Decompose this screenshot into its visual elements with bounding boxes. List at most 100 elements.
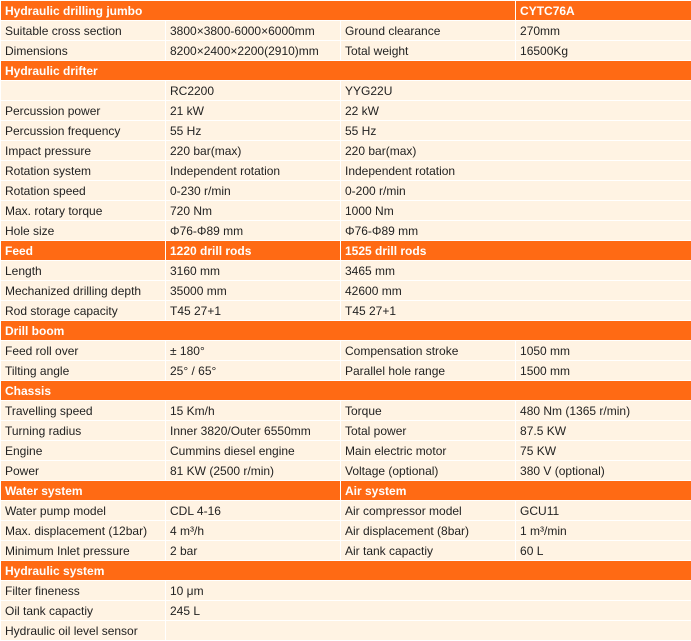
spec-label: Oil tank capactiy	[0, 600, 166, 621]
spec-label: Rotation speed	[0, 180, 166, 201]
section-title: Water system	[0, 480, 341, 501]
spec-row: Dimensions 8200×2400×2200(2910)mm Total we…	[0, 40, 691, 61]
spec-label: Engine	[0, 440, 166, 461]
spec-label: Mechanized drilling depth	[0, 280, 166, 301]
spec-value: 220 bar(max)	[165, 140, 341, 161]
spec-row: Travelling speed 15 Km/h Torque 480 Nm (136…	[0, 400, 691, 421]
spec-row: Percussion frequency 55 Hz 55 Hz	[0, 120, 691, 141]
spec-row: Hole size Φ76-Φ89 mm Φ76-Φ89 mm	[0, 220, 691, 241]
spec-value: Φ76-Φ89 mm	[165, 220, 341, 241]
spec-value	[164, 620, 691, 641]
spec-value: 55 Hz	[165, 120, 341, 141]
spec-row: Water pump model CDL 4-16 Air compressor m…	[0, 500, 691, 521]
spec-value: 8200×2400×2200(2910)mm	[165, 40, 341, 61]
spec-row: Impact pressure 220 bar(max) 220 bar(max)	[0, 140, 691, 161]
section-title: Hydraulic drifter	[0, 60, 691, 81]
spec-label: Feed roll over	[0, 340, 166, 361]
spec-value: 15 Km/h	[165, 400, 341, 421]
spec-label: Rod storage capacity	[0, 300, 166, 321]
section-header-row: Hydraulic drilling jumbo CYTC76A	[0, 0, 691, 21]
section-title: Hydraulic system	[0, 560, 691, 581]
section-header-row: Drill boom	[0, 320, 691, 341]
spec-label: Minimum Inlet pressure	[0, 540, 166, 561]
spec-label: YYG22U	[339, 80, 691, 101]
section-title: Chassis	[0, 380, 691, 401]
spec-value: 245 L	[164, 600, 691, 621]
spec-value: 3160 mm	[165, 260, 341, 281]
spec-value: CDL 4-16	[165, 500, 341, 521]
section-subtitle: CYTC76A	[515, 0, 691, 21]
spec-row: Length 3160 mm 3465 mm	[0, 260, 691, 281]
spec-label: Length	[0, 260, 166, 281]
spec-label: Travelling speed	[0, 400, 166, 421]
spec-label: 42600 mm	[339, 280, 691, 301]
section-header-row: Feed 1220 drill rods 1525 drill rods	[0, 240, 691, 261]
spec-label: 55 Hz	[339, 120, 691, 141]
spec-value: Cummins diesel engine	[165, 440, 341, 461]
spec-row: Oil tank capactiy 245 L	[0, 600, 691, 621]
spec-value: 60 L	[515, 540, 691, 561]
spec-value: 1 m³/min	[515, 520, 691, 541]
spec-label: Voltage (optional)	[339, 460, 517, 481]
spec-label: Parallel hole range	[339, 360, 517, 381]
spec-value: 270mm	[515, 20, 691, 41]
spec-label: Hydraulic oil level sensor	[0, 620, 166, 641]
spec-label: Torque	[339, 400, 517, 421]
spec-label: 22 kW	[339, 100, 691, 121]
spec-label: Total weight	[339, 40, 517, 61]
spec-label: Air tank capactiy	[339, 540, 517, 561]
spec-label: Water pump model	[0, 500, 166, 521]
spec-value: ± 180°	[165, 340, 341, 361]
spec-value: 720 Nm	[165, 200, 341, 221]
section-header-row: Hydraulic system	[0, 560, 691, 581]
spec-label: T45 27+1	[339, 300, 691, 321]
spec-label: Rotation system	[0, 160, 166, 181]
spec-row: Rod storage capacity T45 27+1 T45 27+1	[0, 300, 691, 321]
spec-label: Max. rotary torque	[0, 200, 166, 221]
spec-label: Dimensions	[0, 40, 166, 61]
section-title: Hydraulic drilling jumbo	[0, 0, 517, 21]
spec-label: Hole size	[0, 220, 166, 241]
spec-value: 16500Kg	[515, 40, 691, 61]
spec-value: 380 V (optional)	[515, 460, 691, 481]
spec-value: 2 bar	[165, 540, 341, 561]
spec-label: Percussion frequency	[0, 120, 166, 141]
section-title: Drill boom	[0, 320, 691, 341]
spec-row: Rotation system Independent rotation Indep…	[0, 160, 691, 181]
spec-value: 1050 mm	[515, 340, 691, 361]
spec-row: Max. rotary torque 720 Nm 1000 Nm	[0, 200, 691, 221]
spec-label: Max. displacement (12bar)	[0, 520, 166, 541]
spec-value: 1500 mm	[515, 360, 691, 381]
spec-row: Feed roll over ± 180° Compensation stroke 1…	[0, 340, 691, 361]
spec-row: Rotation speed 0-230 r/min 0-200 r/min	[0, 180, 691, 201]
spec-label: Turning radius	[0, 420, 166, 441]
spec-value: 81 KW (2500 r/min)	[165, 460, 341, 481]
spec-label: 1000 Nm	[339, 200, 691, 221]
spec-row: Hydraulic oil level sensor	[0, 620, 691, 641]
spec-label: Suitable cross section	[0, 20, 166, 41]
spec-value: 35000 mm	[165, 280, 341, 301]
section-subtitle: 1220 drill rods	[165, 240, 341, 261]
spec-row: Max. displacement (12bar) 4 m³/h Air displ…	[0, 520, 691, 541]
section-header-row: Hydraulic drifter	[0, 60, 691, 81]
spec-row: Percussion power 21 kW 22 kW	[0, 100, 691, 121]
spec-value: Inner 3820/Outer 6550mm	[165, 420, 341, 441]
spec-value: 25° / 65°	[165, 360, 341, 381]
spec-label: Main electric motor	[339, 440, 517, 461]
spec-row: Turning radius Inner 3820/Outer 6550mm Tot…	[0, 420, 691, 441]
spec-value: 0-230 r/min	[165, 180, 341, 201]
spec-label: Impact pressure	[0, 140, 166, 161]
spec-label: Ground clearance	[339, 20, 517, 41]
spec-label: 220 bar(max)	[339, 140, 691, 161]
spec-label: Φ76-Φ89 mm	[339, 220, 691, 241]
spec-label: Filter fineness	[0, 580, 166, 601]
spec-value: T45 27+1	[165, 300, 341, 321]
spec-row: Tilting angle 25° / 65° Parallel hole rang…	[0, 360, 691, 381]
spec-value: RC2200	[165, 80, 341, 101]
spec-row: Suitable cross section 3800×3800-6000×600…	[0, 20, 691, 41]
section-subtitle: 1525 drill rods	[339, 240, 691, 261]
spec-value: 75 KW	[515, 440, 691, 461]
spec-label: Air displacement (8bar)	[339, 520, 517, 541]
